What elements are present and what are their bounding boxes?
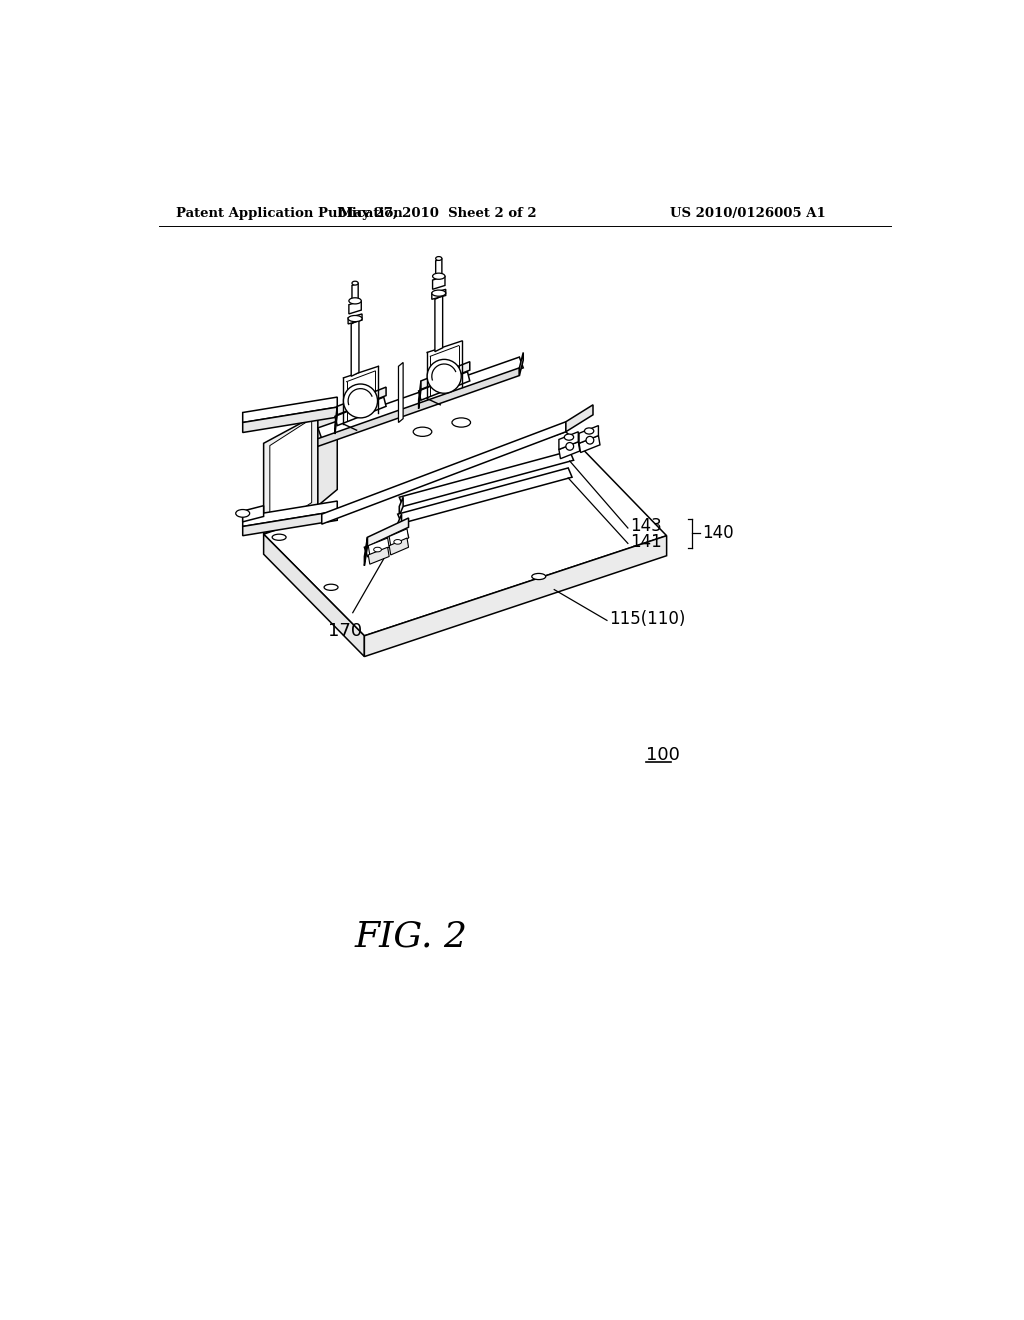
Polygon shape — [397, 469, 572, 524]
Ellipse shape — [352, 281, 358, 285]
Polygon shape — [369, 548, 389, 564]
Polygon shape — [559, 442, 580, 459]
Ellipse shape — [414, 428, 432, 437]
Ellipse shape — [531, 573, 546, 579]
Ellipse shape — [432, 290, 445, 296]
Polygon shape — [348, 314, 362, 323]
Text: FIG. 2: FIG. 2 — [354, 919, 467, 953]
Polygon shape — [559, 432, 579, 449]
Polygon shape — [243, 407, 337, 433]
Polygon shape — [399, 498, 403, 516]
Polygon shape — [419, 372, 470, 400]
Text: 141: 141 — [630, 533, 662, 550]
Polygon shape — [365, 528, 409, 557]
Polygon shape — [579, 425, 598, 444]
Ellipse shape — [452, 418, 471, 428]
Polygon shape — [243, 511, 337, 536]
Ellipse shape — [394, 540, 401, 544]
Polygon shape — [432, 289, 445, 300]
Text: 170: 170 — [328, 622, 362, 640]
Ellipse shape — [566, 442, 573, 450]
Ellipse shape — [324, 585, 338, 590]
Polygon shape — [317, 368, 519, 446]
Polygon shape — [435, 296, 442, 351]
Polygon shape — [335, 407, 337, 434]
Polygon shape — [263, 535, 365, 656]
Polygon shape — [432, 276, 445, 289]
Ellipse shape — [586, 437, 594, 444]
Ellipse shape — [374, 548, 381, 552]
Polygon shape — [335, 397, 386, 425]
Polygon shape — [243, 502, 337, 527]
Ellipse shape — [349, 298, 361, 304]
Polygon shape — [270, 418, 311, 529]
Polygon shape — [243, 506, 263, 521]
Text: Patent Application Publication: Patent Application Publication — [176, 207, 402, 220]
Polygon shape — [419, 381, 421, 409]
Polygon shape — [519, 352, 523, 376]
Polygon shape — [337, 387, 386, 414]
Text: May 27, 2010  Sheet 2 of 2: May 27, 2010 Sheet 2 of 2 — [339, 207, 537, 220]
Text: 140: 140 — [702, 524, 734, 543]
Polygon shape — [317, 400, 337, 506]
Text: 143: 143 — [630, 517, 662, 536]
Polygon shape — [243, 397, 337, 422]
Polygon shape — [397, 515, 401, 533]
Polygon shape — [435, 259, 442, 276]
Polygon shape — [322, 422, 566, 524]
Polygon shape — [263, 414, 317, 535]
Ellipse shape — [435, 256, 442, 260]
Polygon shape — [579, 436, 600, 453]
Polygon shape — [317, 358, 523, 438]
Polygon shape — [365, 536, 667, 656]
Ellipse shape — [343, 384, 378, 418]
Text: 115(110): 115(110) — [609, 610, 686, 628]
Ellipse shape — [427, 359, 461, 393]
Polygon shape — [421, 362, 470, 389]
Polygon shape — [389, 529, 409, 545]
Polygon shape — [389, 539, 409, 554]
Ellipse shape — [236, 510, 250, 517]
Ellipse shape — [272, 535, 286, 540]
Polygon shape — [263, 432, 667, 636]
Ellipse shape — [585, 428, 594, 434]
Ellipse shape — [348, 315, 362, 322]
Polygon shape — [352, 284, 358, 301]
Ellipse shape — [432, 273, 445, 280]
Polygon shape — [566, 405, 593, 432]
Polygon shape — [368, 517, 409, 546]
Ellipse shape — [564, 434, 573, 441]
Polygon shape — [365, 537, 368, 566]
Polygon shape — [398, 363, 403, 422]
Polygon shape — [349, 301, 361, 314]
Polygon shape — [351, 321, 359, 376]
Text: 100: 100 — [646, 746, 680, 764]
Polygon shape — [369, 539, 389, 554]
Polygon shape — [399, 451, 573, 507]
Text: US 2010/0126005 A1: US 2010/0126005 A1 — [671, 207, 826, 220]
